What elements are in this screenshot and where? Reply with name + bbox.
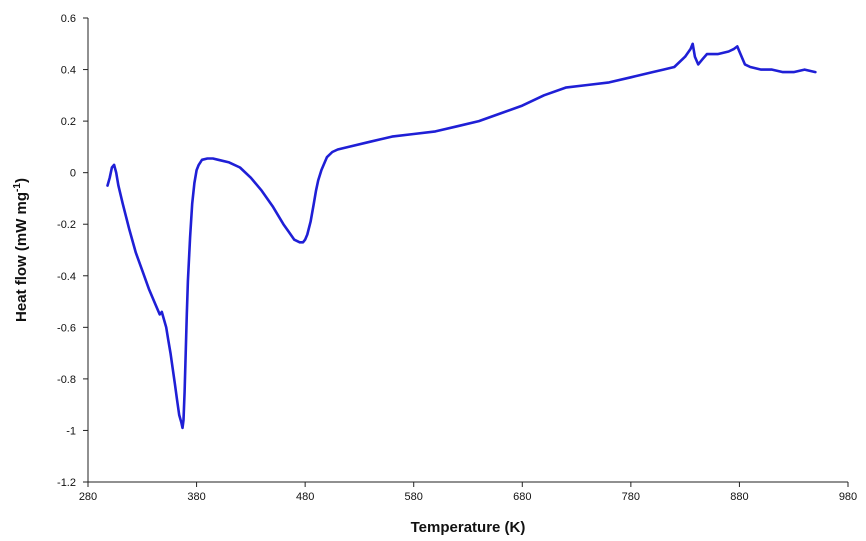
x-tick-label: 680	[513, 491, 531, 503]
x-tick-label: 580	[405, 491, 423, 503]
y-tick-label: -0.4	[57, 271, 76, 283]
y-tick-label: -1	[66, 425, 76, 437]
x-tick-label: 280	[79, 491, 97, 503]
x-tick-label: 480	[296, 491, 314, 503]
x-ticks: 280 380 480 580 680 780 880 980	[79, 482, 857, 503]
y-tick-label: -0.2	[57, 219, 76, 231]
x-axis-title: Temperature (K)	[411, 519, 526, 536]
y-axis-title-main: Heat flow (mW mg	[13, 192, 30, 322]
x-tick-label: 980	[839, 491, 857, 503]
y-tick-label: -0.6	[57, 322, 76, 334]
y-ticks: -1.2 -1 -0.8 -0.6 -0.4 -0.2 0 0.2 0.4 0.6	[57, 13, 88, 489]
y-tick-label: 0.4	[61, 65, 76, 77]
y-tick-label: -0.8	[57, 374, 76, 386]
x-tick-label: 380	[187, 491, 205, 503]
y-tick-label: 0.6	[61, 13, 76, 25]
y-tick-label: 0	[70, 168, 76, 180]
x-axis: 280 380 480 580 680 780 880 980	[79, 481, 857, 503]
y-tick-label: -1.2	[57, 477, 76, 489]
y-tick-label: 0.2	[61, 116, 76, 128]
y-axis: -1.2 -1 -0.8 -0.6 -0.4 -0.2 0 0.2 0.4 0.6	[57, 13, 89, 489]
heat-flow-series-line	[106, 42, 817, 430]
y-axis-title-superscript: -1	[12, 183, 23, 192]
x-tick-label: 780	[622, 491, 640, 503]
y-axis-title: Heat flow (mW mg-1)	[12, 178, 30, 322]
x-tick-label: 880	[730, 491, 748, 503]
y-axis-title-end: )	[13, 178, 30, 183]
